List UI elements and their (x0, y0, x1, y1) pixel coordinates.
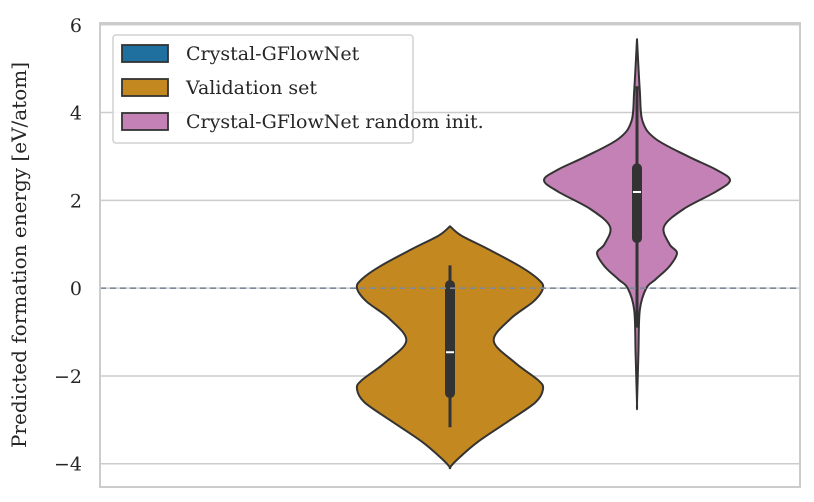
legend-box (112, 34, 414, 144)
y-tick-label: −2 (54, 366, 82, 388)
y-tick-label: 2 (70, 190, 82, 212)
plot-frame (99, 22, 801, 488)
legend-label: Crystal-GFlowNet random init. (186, 111, 484, 133)
legend-swatch (121, 78, 169, 97)
legend-label: Validation set (185, 77, 317, 99)
legend-items: Crystal-GFlowNet Validation set Crystal-GF… (121, 43, 484, 133)
legend-swatch (121, 44, 169, 63)
violins (355, 38, 731, 470)
y-tick-label: 4 (70, 103, 82, 125)
y-tick-label: 0 (70, 278, 82, 300)
legend-swatch (121, 112, 169, 131)
legend-label: Crystal-GFlowNet (186, 43, 360, 65)
y-tick-labels: 6 4 2 0 −2 −4 (54, 15, 82, 476)
legend: Crystal-GFlowNet Validation set Crystal-GF… (112, 34, 484, 144)
y-tick-label: 6 (70, 15, 82, 37)
y-tick-label: −4 (54, 454, 82, 476)
y-axis-label: Predicted formation energy [eV/atom] (7, 62, 31, 448)
